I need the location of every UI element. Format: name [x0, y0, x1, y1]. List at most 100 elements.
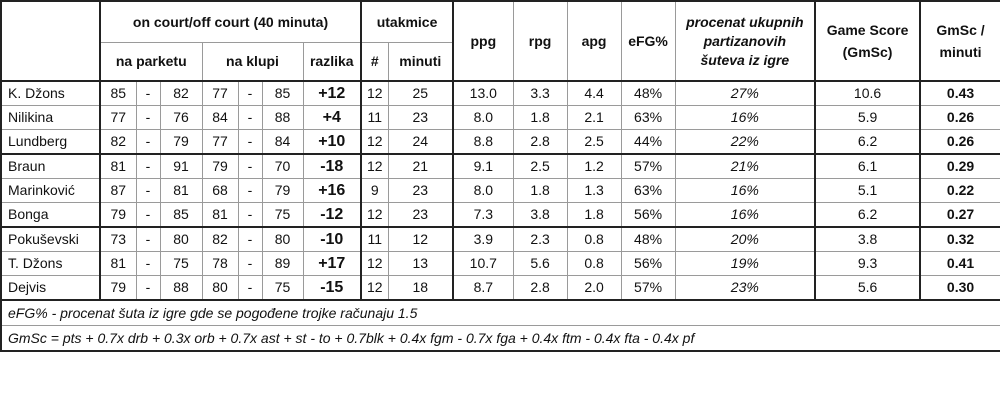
table-body: K. Džons 85-82 77-85 +12 12 25 13.0 3.3 4.4 48% 27… [0, 80, 1000, 301]
apg-value: 0.8 [566, 251, 622, 276]
efg-value: 57% [620, 153, 676, 179]
on-court-points-for: 73 [99, 226, 137, 252]
dash: - [135, 275, 161, 301]
dash: - [237, 275, 263, 301]
plus-minus-difference: +17 [302, 251, 363, 276]
bench-points-for: 82 [201, 226, 239, 252]
bench-points-for: 80 [201, 275, 239, 301]
player-name: Pokuševski [0, 226, 101, 252]
games-played: 11 [360, 226, 389, 252]
minutes-played: 25 [387, 80, 455, 106]
dash: - [135, 153, 161, 179]
na-parketu-header: na parketu [99, 42, 203, 82]
game-score-value: 5.6 [814, 275, 922, 301]
games-played: 9 [360, 178, 389, 203]
dash: - [135, 80, 161, 106]
plus-minus-difference: -15 [302, 275, 363, 301]
game-score-value: 3.8 [814, 226, 922, 252]
bench-points-for: 84 [201, 105, 239, 130]
plus-minus-difference: -10 [302, 226, 363, 252]
bench-points-against: 89 [261, 251, 304, 276]
ppg-value: 3.9 [452, 226, 514, 252]
games-played: 11 [360, 105, 389, 130]
rpg-value: 3.8 [512, 202, 568, 228]
rpg-value: 3.3 [512, 80, 568, 106]
player-name: Dejvis [0, 275, 101, 301]
ppg-value: 8.7 [452, 275, 514, 301]
ppg-value: 9.1 [452, 153, 514, 179]
on-court-points-against: 82 [159, 80, 203, 106]
minutes-played: 13 [387, 251, 455, 276]
player-name: T. Džons [0, 251, 101, 276]
games-played: 12 [360, 202, 389, 228]
on-court-points-for: 79 [99, 275, 137, 301]
bench-points-for: 81 [201, 202, 239, 228]
player-name: Braun [0, 153, 101, 179]
table-row: Pokuševski 73-80 82-80 -10 11 12 3.9 2.3 0.8 48% 2… [0, 226, 1000, 252]
ppg-header: ppg [452, 0, 514, 82]
games-played: 12 [360, 153, 389, 179]
dash: - [237, 80, 263, 106]
ppg-value: 7.3 [452, 202, 514, 228]
on-court-points-against: 85 [159, 202, 203, 228]
game-score-value: 9.3 [814, 251, 922, 276]
bench-points-against: 75 [261, 275, 304, 301]
apg-value: 2.1 [566, 105, 622, 130]
bench-points-against: 75 [261, 202, 304, 228]
on-court-points-for: 87 [99, 178, 137, 203]
player-name: Marinković [0, 178, 101, 203]
ppg-value: 10.7 [452, 251, 514, 276]
efg-value: 56% [620, 251, 676, 276]
on-court-points-against: 76 [159, 105, 203, 130]
game-score-header: Game Score (GmSc) [814, 0, 922, 82]
ppg-value: 13.0 [452, 80, 514, 106]
on-court-points-for: 81 [99, 251, 137, 276]
on-court-points-against: 88 [159, 275, 203, 301]
bench-points-for: 68 [201, 178, 239, 203]
on-court-points-for: 79 [99, 202, 137, 228]
gmsc-per-min-value: 0.27 [919, 202, 1000, 228]
games-played: 12 [360, 129, 389, 155]
efg-header: eFG% [620, 0, 676, 82]
player-name: Lundberg [0, 129, 101, 155]
dash: - [135, 251, 161, 276]
bench-points-for: 79 [201, 153, 239, 179]
efg-value: 63% [620, 178, 676, 203]
efg-value: 44% [620, 129, 676, 155]
dash: - [135, 202, 161, 228]
game-score-value: 5.9 [814, 105, 922, 130]
dash: - [135, 178, 161, 203]
minutes-played: 24 [387, 129, 455, 155]
plus-minus-difference: +12 [302, 80, 363, 106]
rpg-value: 1.8 [512, 105, 568, 130]
table-row: K. Džons 85-82 77-85 +12 12 25 13.0 3.3 4.4 48% 27… [0, 80, 1000, 106]
shot-share-value: 21% [674, 153, 817, 179]
game-score-value: 5.1 [814, 178, 922, 203]
apg-value: 2.0 [566, 275, 622, 301]
utakmice-header: utakmice [360, 0, 455, 43]
rpg-value: 2.5 [512, 153, 568, 179]
dash: - [237, 129, 263, 155]
rpg-header: rpg [512, 0, 568, 82]
efg-footnote: eFG% - procenat šuta iz igre gde se pogo… [0, 299, 1000, 326]
plus-minus-difference: -18 [302, 153, 363, 179]
bench-points-for: 78 [201, 251, 239, 276]
dash: - [237, 178, 263, 203]
na-klupi-header: na klupi [201, 42, 304, 82]
games-count-header: # [360, 42, 389, 82]
rpg-value: 2.8 [512, 129, 568, 155]
apg-value: 0.8 [566, 226, 622, 252]
player-name: Nilikina [0, 105, 101, 130]
dash: - [135, 129, 161, 155]
gmsc-per-min-value: 0.26 [919, 105, 1000, 130]
on-court-points-for: 81 [99, 153, 137, 179]
rpg-value: 5.6 [512, 251, 568, 276]
games-played: 12 [360, 251, 389, 276]
plus-minus-difference: +4 [302, 105, 363, 130]
games-played: 12 [360, 275, 389, 301]
bench-points-against: 79 [261, 178, 304, 203]
procenat-header: procenat ukupnih partizanovih šuteva iz … [674, 0, 817, 82]
apg-value: 2.5 [566, 129, 622, 155]
efg-value: 57% [620, 275, 676, 301]
gmsc-per-min-value: 0.43 [919, 80, 1000, 106]
